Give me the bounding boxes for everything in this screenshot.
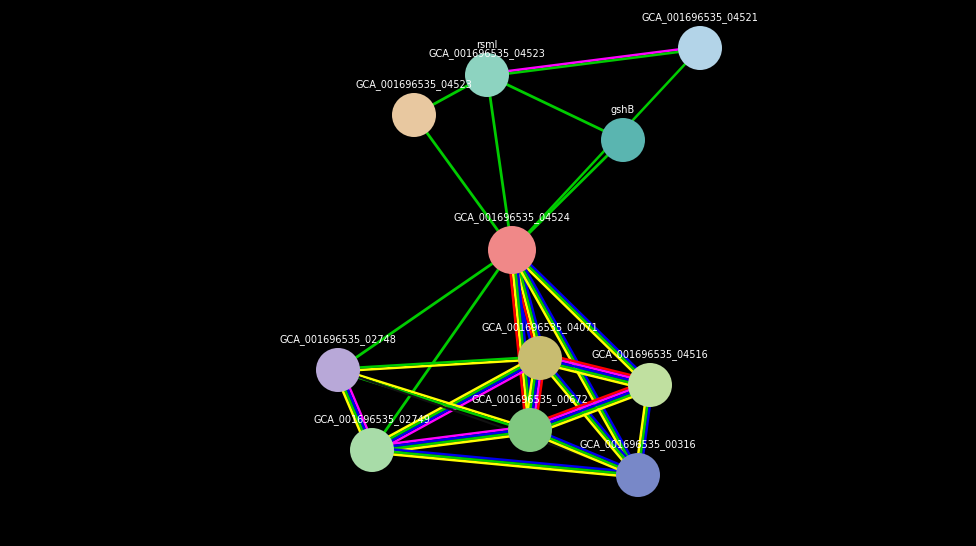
Circle shape	[508, 408, 552, 452]
Text: GCA_001696535_04071: GCA_001696535_04071	[481, 322, 598, 333]
Circle shape	[488, 226, 536, 274]
Circle shape	[350, 428, 394, 472]
Circle shape	[392, 93, 436, 137]
Circle shape	[518, 336, 562, 380]
Text: GCA_001696535_04521: GCA_001696535_04521	[641, 12, 758, 23]
Text: GCA_001696535_04524: GCA_001696535_04524	[454, 212, 570, 223]
Text: gshB: gshB	[611, 105, 635, 115]
Text: GCA_001696535_00316: GCA_001696535_00316	[580, 439, 696, 450]
Text: GCA_001696535_02749: GCA_001696535_02749	[313, 414, 430, 425]
Text: rsml: rsml	[476, 40, 498, 50]
Text: GCA_001696535_04516: GCA_001696535_04516	[591, 349, 709, 360]
Text: GCA_001696535_00672: GCA_001696535_00672	[471, 394, 589, 405]
Text: GCA_001696535_02748: GCA_001696535_02748	[279, 334, 396, 345]
Circle shape	[628, 363, 672, 407]
Circle shape	[465, 53, 509, 97]
Circle shape	[678, 26, 722, 70]
Text: GCA_001696535_04523: GCA_001696535_04523	[355, 79, 472, 90]
Circle shape	[616, 453, 660, 497]
Text: GCA_001696535_04523: GCA_001696535_04523	[428, 48, 546, 59]
Circle shape	[601, 118, 645, 162]
Circle shape	[316, 348, 360, 392]
